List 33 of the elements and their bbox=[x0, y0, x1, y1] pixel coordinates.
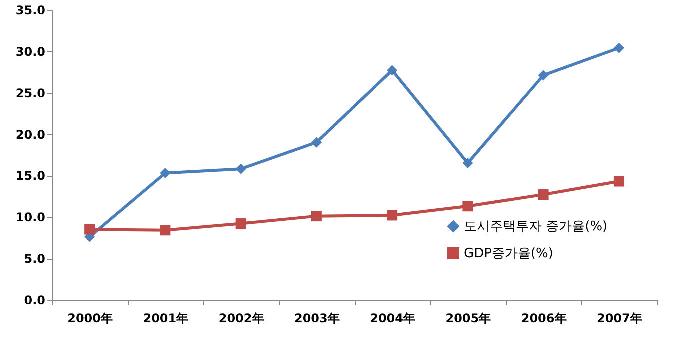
y-tick-label: 30.0 bbox=[16, 44, 46, 59]
legend-label: 도시주택투자 증가율(%) bbox=[464, 220, 608, 234]
point bbox=[160, 225, 171, 236]
point bbox=[538, 70, 549, 81]
point bbox=[311, 137, 322, 148]
point bbox=[387, 65, 398, 76]
x-tick-label: 2000年 bbox=[68, 312, 114, 326]
point bbox=[462, 201, 474, 212]
y-tick-label: 10.0 bbox=[16, 210, 46, 225]
point bbox=[614, 176, 624, 187]
point bbox=[311, 211, 322, 222]
point bbox=[538, 190, 549, 200]
legend-label: GDP증가율(%) bbox=[464, 246, 554, 262]
point bbox=[84, 224, 96, 235]
point bbox=[387, 210, 398, 221]
x-tick-label: 2003年 bbox=[294, 312, 340, 326]
point bbox=[614, 42, 624, 54]
y-tick-label: 0.0 bbox=[24, 294, 46, 308]
x-tick-label: 2002年 bbox=[218, 312, 264, 326]
point bbox=[236, 218, 246, 230]
x-tick-label: 2005年 bbox=[446, 312, 492, 326]
x-tick-label: 2001年 bbox=[143, 312, 189, 326]
y-tick-label: 15.0 bbox=[16, 169, 46, 184]
y-tick-label: 25.0 bbox=[16, 86, 46, 100]
x-tick-label: 2007年 bbox=[596, 312, 642, 326]
x-tick-label: 2006年 bbox=[521, 312, 567, 326]
point bbox=[160, 168, 171, 178]
y-tick-label: 35.0 bbox=[16, 4, 46, 18]
point bbox=[236, 164, 246, 174]
x-tick-label: 2004年 bbox=[370, 312, 416, 326]
y-tick-label: 5.0 bbox=[24, 252, 46, 266]
y-tick-label: 20.0 bbox=[16, 128, 46, 142]
point bbox=[462, 158, 474, 169]
